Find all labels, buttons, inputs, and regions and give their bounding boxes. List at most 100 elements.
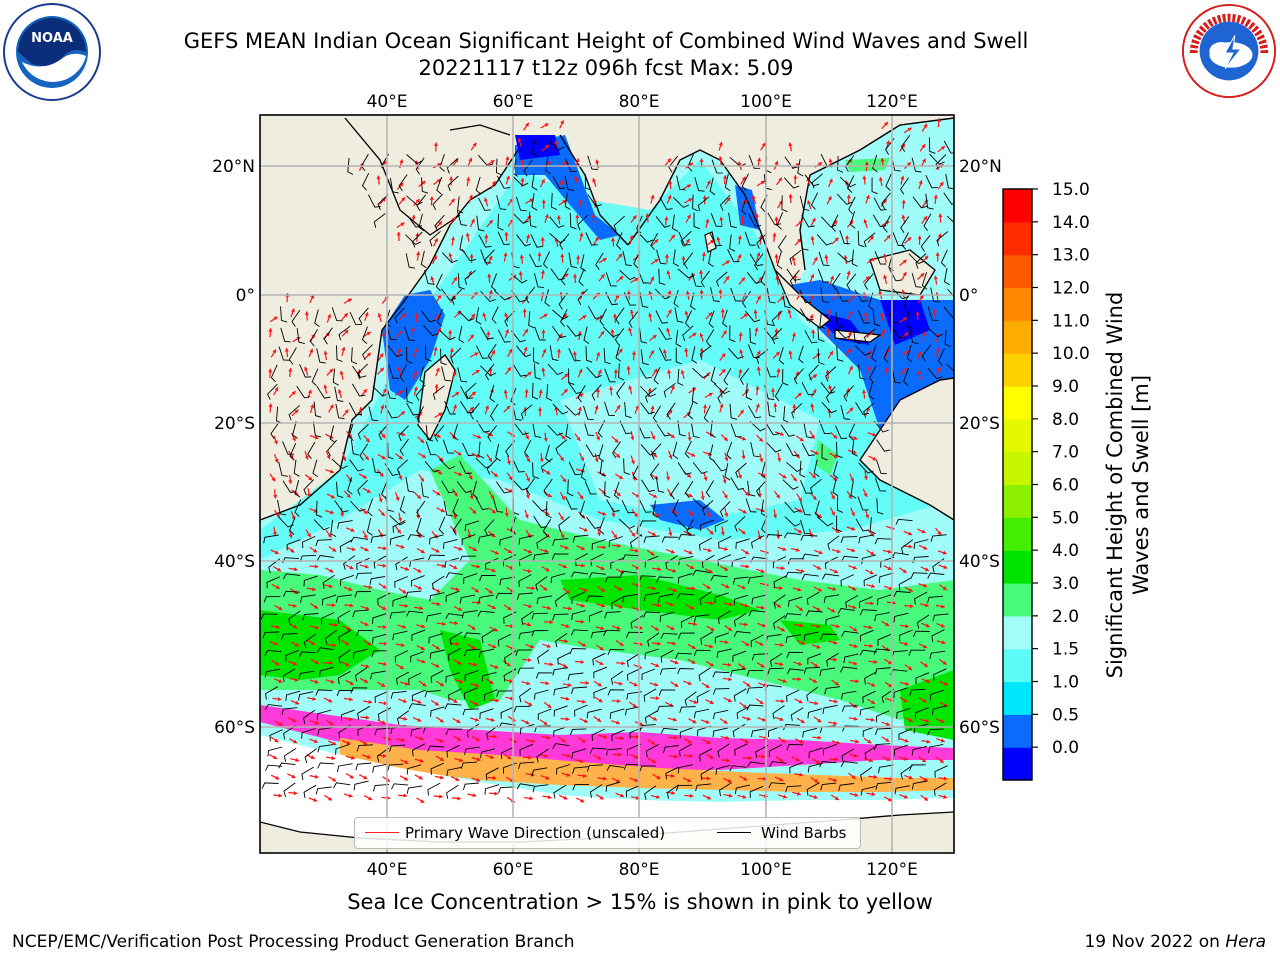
wave-arrow-head	[576, 255, 581, 259]
wind-barb	[552, 309, 569, 320]
wind-barb	[746, 704, 764, 711]
wave-arrow-head	[363, 775, 368, 780]
wave-arrow-head	[725, 735, 730, 740]
wave-arrow-head	[592, 178, 597, 183]
wind-barb	[818, 251, 830, 266]
wind-barb	[785, 634, 801, 643]
wave-arrow-head	[853, 436, 858, 440]
wave-arrow-head	[724, 457, 729, 462]
wave-arrow-head	[687, 778, 692, 783]
wave-arrow-head	[771, 388, 776, 392]
wind-barb	[302, 709, 316, 725]
wind-barb	[558, 292, 568, 310]
wave-arrow-head	[788, 350, 793, 355]
wave-arrow-head	[788, 142, 793, 147]
wind-barb	[658, 327, 672, 340]
wave-arrow-head	[476, 757, 481, 762]
wave-arrow-head	[484, 197, 488, 202]
wind-barb	[911, 780, 928, 790]
wind-barb	[841, 748, 855, 762]
wave-arrow-head	[543, 438, 548, 442]
wind-barb	[389, 611, 406, 619]
wind-barb	[784, 613, 802, 620]
wind-barb	[640, 402, 655, 415]
wave-arrow-head	[706, 585, 711, 589]
wind-barb	[614, 328, 625, 345]
wave-arrow-head	[543, 721, 548, 725]
wind-barb	[560, 309, 568, 327]
wave-arrow-head	[527, 657, 532, 662]
wave-arrow-head	[742, 436, 746, 441]
wave-arrow-head	[745, 550, 749, 555]
wind-barb	[863, 232, 876, 248]
wave-arrow-head	[776, 603, 781, 608]
wave-arrow-head	[435, 645, 440, 650]
wind-barb	[277, 499, 287, 516]
wave-arrow-head	[617, 699, 621, 704]
wind-barb	[849, 211, 856, 229]
wave-arrow-head	[632, 703, 637, 708]
wind-barb	[926, 595, 944, 604]
wind-barb	[927, 367, 943, 380]
wind-barb	[782, 479, 799, 490]
wave-arrow-head	[902, 272, 907, 277]
wave-arrow-head	[737, 235, 742, 240]
wave-arrow-head	[873, 659, 878, 664]
wind-barb	[532, 784, 549, 793]
wave-arrow-head	[546, 161, 551, 166]
wind-barb	[423, 324, 439, 337]
wave-arrow-head	[851, 526, 856, 531]
wave-arrow-head	[793, 175, 798, 179]
wind-barb	[801, 573, 819, 580]
wind-barb	[260, 613, 278, 620]
wind-barb	[406, 154, 423, 165]
wave-arrow-head	[903, 317, 908, 322]
wave-arrow-head	[810, 274, 814, 279]
wind-barb	[497, 633, 512, 647]
wave-arrow-head	[618, 253, 623, 258]
wave-arrow-head	[564, 545, 569, 550]
wind-barb	[314, 309, 320, 327]
wave-arrow-head	[328, 584, 333, 589]
wave-arrow-head	[558, 333, 563, 338]
wave-arrow-head	[760, 180, 765, 185]
wave-arrow-head	[654, 259, 659, 263]
wind-barb	[810, 478, 822, 494]
wind-barb	[575, 553, 589, 566]
wave-arrow-head	[724, 640, 729, 645]
wind-barb	[420, 250, 427, 269]
wave-arrow-head	[468, 157, 473, 162]
wave-arrow-head	[538, 407, 543, 411]
wave-arrow-head	[886, 235, 891, 239]
wave-arrow-head	[811, 434, 815, 439]
wind-barb	[661, 536, 679, 543]
wave-arrow-head	[382, 563, 387, 568]
wave-arrow-head	[719, 403, 724, 408]
wave-arrow-head	[728, 793, 733, 798]
wind-barb	[399, 496, 406, 514]
wave-arrow-head	[580, 619, 585, 624]
wave-arrow-head	[748, 755, 752, 760]
wind-barb	[500, 746, 515, 760]
wave-arrow-head	[834, 699, 838, 704]
wind-barb	[684, 480, 694, 498]
wave-arrow-head	[699, 158, 704, 162]
wave-arrow-head	[811, 474, 816, 479]
wind-barb	[765, 422, 780, 436]
wind-barb	[350, 536, 368, 543]
wave-arrow-head	[379, 353, 384, 358]
lon-label-bottom: 40°E	[367, 860, 408, 880]
wind-barb	[498, 786, 515, 794]
wind-barb	[396, 671, 410, 685]
wind-barb	[528, 211, 537, 228]
wave-arrow-head	[746, 683, 751, 687]
wind-barb	[302, 535, 316, 549]
wave-arrow-head	[600, 566, 605, 571]
wind-barb	[416, 194, 427, 212]
wave-arrow-head	[690, 605, 695, 610]
wave-arrow-head	[568, 606, 572, 611]
wave-arrow-head	[922, 698, 927, 703]
wave-arrow-head	[314, 604, 318, 609]
wind-barb	[839, 176, 856, 188]
wind-barb	[337, 763, 353, 773]
